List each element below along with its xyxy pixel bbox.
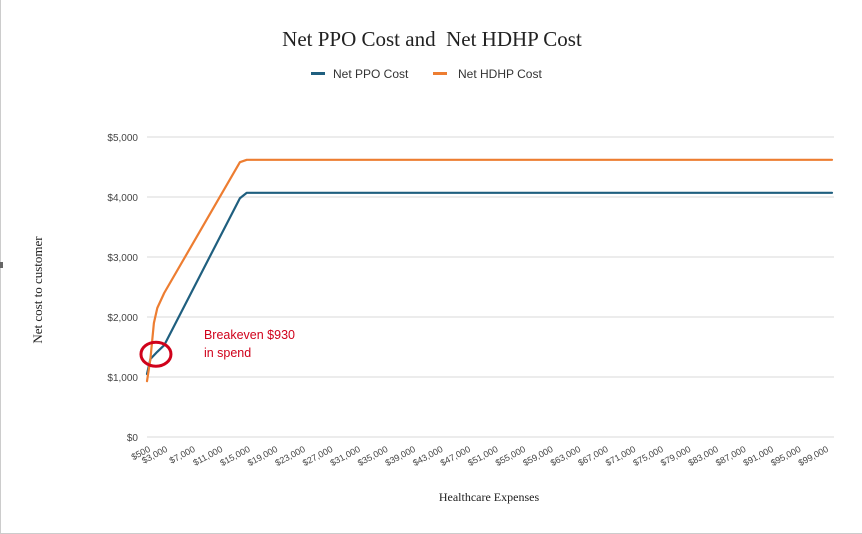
x-tick-label: $27,000 <box>301 444 334 468</box>
chart-title: Net PPO Cost and Net HDHP Cost <box>282 27 582 51</box>
x-tick-label: $75,000 <box>631 444 664 468</box>
x-tick-label: $63,000 <box>549 444 582 468</box>
x-tick-label: $83,000 <box>686 444 719 468</box>
y-tick-labels: $0 $1,000 $2,000 $3,000 $4,000 $5,000 <box>107 133 138 444</box>
x-tick-label: $59,000 <box>521 444 554 468</box>
y-tick-label: $4,000 <box>107 193 138 204</box>
x-tick-label: $19,000 <box>246 444 279 468</box>
legend-label-hdhp: Net HDHP Cost <box>458 67 542 81</box>
y-gridlines <box>147 136 834 438</box>
annotation-line2: in spend <box>204 346 251 360</box>
y-tick-label: $3,000 <box>107 253 138 264</box>
annotation-group: Breakeven $930 in spend <box>139 328 295 368</box>
x-tick-label: $47,000 <box>439 444 472 468</box>
breakeven-marker <box>139 340 173 368</box>
legend-swatch-ppo <box>311 72 325 75</box>
x-tick-label: $95,000 <box>769 444 802 468</box>
y-tick-label: $1,000 <box>107 373 138 384</box>
x-tick-label: $31,000 <box>328 444 361 468</box>
x-tick-label: $15,000 <box>218 444 251 468</box>
x-tick-label: $99,000 <box>797 444 830 468</box>
y-tick-label: $0 <box>127 433 139 444</box>
legend-label-ppo: Net PPO Cost <box>333 67 409 81</box>
legend-swatch-hdhp <box>433 72 447 75</box>
x-tick-label: $67,000 <box>576 444 609 468</box>
legend: Net PPO Cost Net HDHP Cost <box>311 67 542 81</box>
x-tick-label: $79,000 <box>659 444 692 468</box>
x-tick-labels: $500$3,000$7,000$11,000$15,000$19,000$23… <box>130 444 830 468</box>
series-line-hdhp <box>145 158 834 383</box>
x-tick-label: $11,000 <box>191 444 224 468</box>
y-axis-label: Net cost to customer <box>30 236 45 344</box>
x-tick-label: $43,000 <box>411 444 444 468</box>
x-tick-label: $71,000 <box>604 444 637 468</box>
x-tick-label: $55,000 <box>494 444 527 468</box>
annotation-line1: Breakeven $930 <box>204 328 295 342</box>
x-tick-label: $35,000 <box>356 444 389 468</box>
x-tick-label: $51,000 <box>466 444 499 468</box>
y-tick-label: $5,000 <box>107 133 138 144</box>
y-tick-label: $2,000 <box>107 313 138 324</box>
x-tick-label: $23,000 <box>273 444 306 468</box>
x-tick-label: $39,000 <box>384 444 417 468</box>
x-tick-label: $91,000 <box>742 444 775 468</box>
x-axis-label: Healthcare Expenses <box>439 490 540 504</box>
x-tick-label: $87,000 <box>714 444 747 468</box>
